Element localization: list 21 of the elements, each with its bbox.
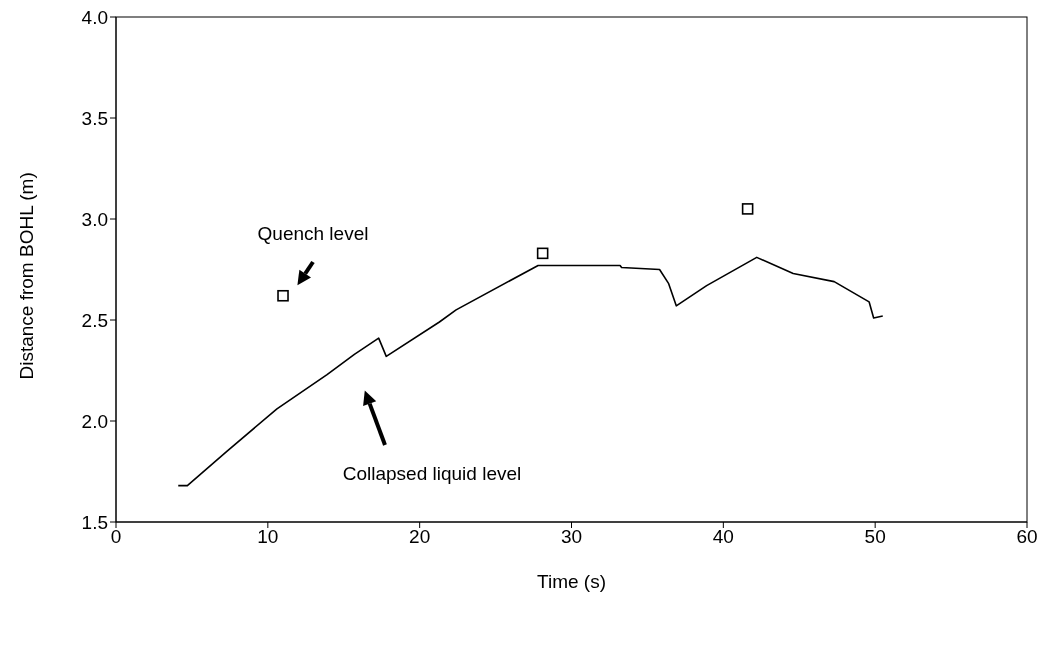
line-series bbox=[177, 256, 884, 487]
y-tick-label: 3.5 bbox=[81, 107, 108, 129]
point bbox=[536, 247, 549, 260]
y-axis-title: Distance from BOHL (m) bbox=[15, 172, 37, 380]
annotation: Quench level bbox=[257, 223, 369, 244]
y-tick-label: 1.5 bbox=[81, 511, 108, 533]
y-tick-label: 2.0 bbox=[81, 410, 108, 432]
point bbox=[741, 203, 754, 215]
x-tick-label: 0 bbox=[110, 526, 122, 548]
x-tick-label: 10 bbox=[257, 526, 279, 548]
x-tick-label: 50 bbox=[864, 526, 886, 548]
y-tick-label: 4.0 bbox=[81, 6, 108, 28]
x-tick-label: 20 bbox=[409, 526, 431, 548]
x-tick-label: 60 bbox=[1016, 526, 1038, 548]
y-tick-label: 3.0 bbox=[81, 208, 108, 230]
point bbox=[277, 289, 289, 302]
annotation: Collapsed liquid level bbox=[342, 463, 522, 484]
x-tick-label: 40 bbox=[712, 526, 734, 548]
y-tick-label: 2.5 bbox=[81, 309, 108, 331]
x-tick-label: 30 bbox=[560, 526, 583, 548]
x-axis-title: Time (s) bbox=[537, 571, 606, 592]
